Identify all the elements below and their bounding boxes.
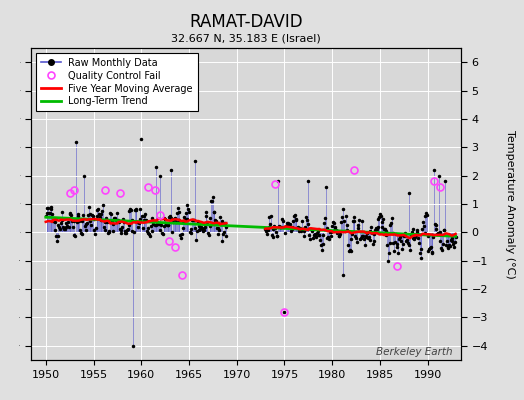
Legend: Raw Monthly Data, Quality Control Fail, Five Year Moving Average, Long-Term Tren: Raw Monthly Data, Quality Control Fail, … [36,53,198,111]
Title: RAMAT-DAVID: RAMAT-DAVID [190,12,303,30]
Text: Berkeley Earth: Berkeley Earth [376,347,453,357]
Text: 32.667 N, 35.183 E (Israel): 32.667 N, 35.183 E (Israel) [171,33,321,43]
Y-axis label: Temperature Anomaly (°C): Temperature Anomaly (°C) [505,130,515,278]
